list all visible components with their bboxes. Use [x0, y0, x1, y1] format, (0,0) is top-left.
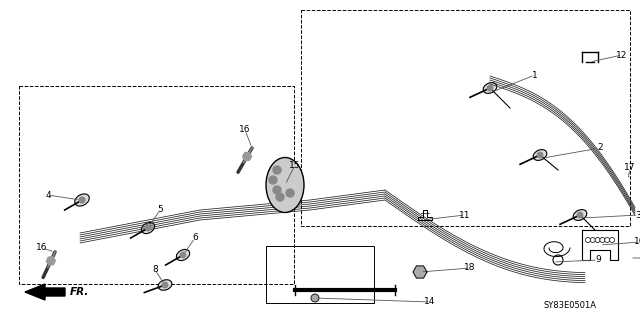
Text: 9: 9 [595, 256, 601, 264]
Circle shape [487, 85, 493, 91]
Ellipse shape [141, 222, 155, 234]
Ellipse shape [266, 158, 304, 212]
Ellipse shape [483, 83, 497, 93]
Bar [301, 10, 630, 226]
Text: 15: 15 [289, 160, 301, 169]
Ellipse shape [177, 249, 189, 261]
Circle shape [600, 238, 605, 242]
Circle shape [180, 252, 186, 258]
Text: 11: 11 [460, 211, 471, 219]
Circle shape [286, 189, 294, 197]
Circle shape [273, 166, 281, 174]
Circle shape [595, 238, 600, 242]
Text: 14: 14 [424, 298, 436, 307]
Text: 10: 10 [634, 238, 640, 247]
Circle shape [590, 238, 595, 242]
Text: SY83E0501A: SY83E0501A [543, 300, 596, 309]
Polygon shape [25, 284, 65, 300]
Text: 12: 12 [616, 50, 628, 60]
Circle shape [311, 294, 319, 302]
Text: 3: 3 [635, 211, 640, 219]
Text: 2: 2 [597, 144, 603, 152]
Circle shape [577, 212, 583, 218]
Circle shape [605, 238, 610, 242]
Bar [266, 246, 374, 303]
Text: 16: 16 [36, 243, 48, 253]
Text: 17: 17 [624, 164, 636, 173]
Ellipse shape [158, 280, 172, 290]
Circle shape [586, 238, 591, 242]
Polygon shape [413, 266, 427, 278]
Text: 4: 4 [45, 190, 51, 199]
Text: 16: 16 [239, 125, 251, 135]
Polygon shape [243, 152, 252, 160]
Polygon shape [46, 257, 55, 265]
Circle shape [145, 225, 151, 231]
Circle shape [269, 176, 277, 184]
Text: 18: 18 [464, 263, 476, 272]
Circle shape [609, 238, 614, 242]
Text: 8: 8 [152, 265, 158, 275]
Circle shape [276, 193, 284, 201]
Ellipse shape [75, 194, 89, 206]
Ellipse shape [573, 210, 587, 220]
Ellipse shape [533, 150, 547, 160]
Text: 6: 6 [192, 234, 198, 242]
Circle shape [273, 186, 281, 194]
Text: FR.: FR. [70, 287, 90, 297]
Circle shape [163, 282, 168, 288]
Circle shape [79, 197, 85, 203]
Text: 1: 1 [532, 70, 538, 79]
Bar [19, 86, 294, 284]
Circle shape [537, 152, 543, 158]
Text: 5: 5 [157, 205, 163, 214]
